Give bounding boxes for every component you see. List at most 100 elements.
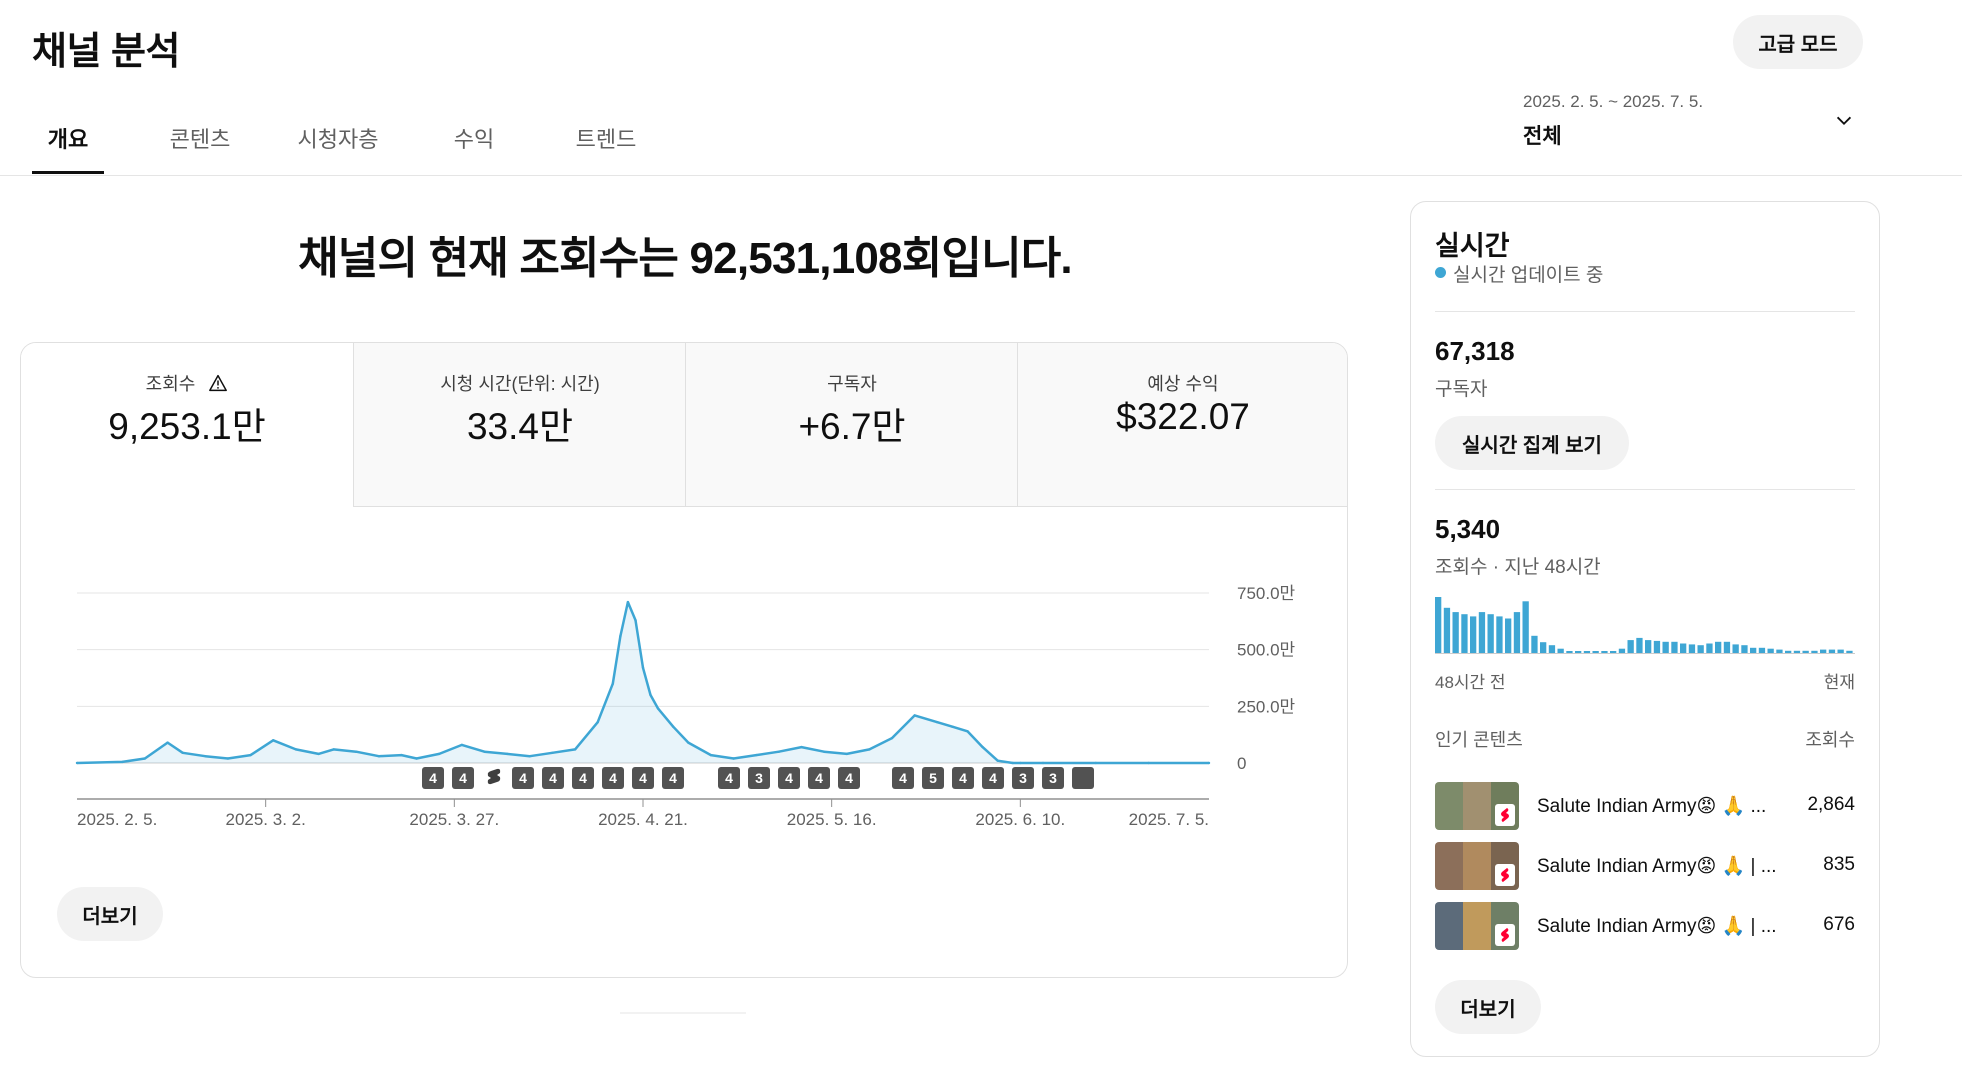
- hourly-bar: [1478, 612, 1486, 653]
- chevron-down-icon: [1836, 116, 1852, 126]
- hourly-bar: [1645, 640, 1652, 653]
- realtime-count-button[interactable]: 실시간 집계 보기: [1435, 416, 1629, 470]
- marker-box: [422, 767, 444, 789]
- metric-views[interactable]: 조회수 9,253.1만: [21, 343, 353, 507]
- tab-trends[interactable]: 트렌드: [566, 122, 646, 174]
- data-point: [438, 752, 441, 756]
- upload-marker[interactable]: 4: [982, 767, 1004, 789]
- channel-views-headline: 채널의 현재 조회수는 92,531,108회입니다.: [298, 234, 1073, 283]
- upload-marker[interactable]: 3: [748, 767, 770, 789]
- upload-marker[interactable]: 4: [808, 767, 830, 789]
- realtime-more-button[interactable]: 더보기: [1435, 980, 1541, 1034]
- tab-content[interactable]: 콘텐츠: [160, 122, 240, 174]
- realtime-hourly-chart[interactable]: [1435, 597, 1855, 667]
- marker-box: [512, 767, 534, 789]
- video-views: 835: [1823, 854, 1855, 875]
- tab-revenue[interactable]: 수익: [446, 122, 502, 174]
- data-point: [121, 760, 124, 764]
- hourly-bar: [1513, 612, 1521, 653]
- hourly-bar: [1566, 651, 1573, 653]
- upload-marker[interactable]: 4: [952, 767, 974, 789]
- data-point: [1041, 761, 1045, 765]
- upload-marker[interactable]: 4: [662, 767, 684, 789]
- y-tick-label: 750.0만: [1237, 584, 1296, 603]
- hourly-bar: [1820, 649, 1827, 653]
- hourly-bar: [1610, 651, 1617, 653]
- hourly-bar: [1802, 650, 1809, 653]
- marker-box: [632, 767, 654, 789]
- marker-box: [1012, 767, 1034, 789]
- metric-label-row: 조회수: [21, 370, 353, 396]
- data-point: [634, 619, 637, 622]
- hourly-bar: [1653, 640, 1661, 653]
- y-tick-label: 250.0만: [1237, 697, 1296, 716]
- advanced-mode-button[interactable]: 고급 모드: [1733, 15, 1863, 69]
- marker-box: [838, 767, 860, 789]
- hourly-bar: [1723, 641, 1731, 653]
- marker-box: [952, 767, 974, 789]
- hourly-bar: [1592, 651, 1599, 653]
- x-tick-label: 2025. 3. 27.: [409, 810, 499, 829]
- marker-count: 5: [929, 770, 937, 786]
- tab-label: 콘텐츠: [169, 127, 231, 152]
- upload-marker[interactable]: 4: [542, 767, 564, 789]
- realtime-views-label: 조회수 · 지난 48시간: [1435, 557, 1601, 578]
- hourly-bar: [1811, 650, 1818, 653]
- marker-count: 4: [579, 770, 587, 786]
- top-content-item[interactable]: Salute Indian Army😡 🙏 ... 2,864: [1435, 782, 1855, 830]
- marker-box: [572, 767, 594, 789]
- marker-box: [748, 767, 770, 789]
- data-point: [460, 743, 464, 747]
- marker-box: [922, 767, 944, 789]
- metric-subscribers[interactable]: 구독자 +6.7만: [685, 343, 1018, 507]
- metric-value: 9,253.1만: [108, 406, 266, 447]
- data-point: [249, 753, 252, 757]
- data-point: [672, 725, 675, 728]
- views-chart[interactable]: 750.0만 500.0만 250.0만 0 2025. 2. 5. 2025. 3. 2…: [57, 563, 1317, 853]
- data-point: [755, 753, 758, 757]
- upload-marker[interactable]: 4: [892, 767, 914, 789]
- upload-marker[interactable]: 4: [422, 767, 444, 789]
- hourly-bar: [1505, 618, 1512, 653]
- upload-marker[interactable]: 4: [718, 767, 740, 789]
- data-point: [377, 755, 381, 758]
- tab-audience[interactable]: 시청자층: [290, 122, 386, 174]
- hourly-bar: [1750, 647, 1757, 653]
- upload-marker[interactable]: [1072, 767, 1094, 789]
- shorts-icon[interactable]: [487, 768, 501, 785]
- upload-marker[interactable]: 5: [922, 767, 944, 789]
- data-point: [966, 730, 969, 733]
- top-content-item[interactable]: Salute Indian Army😡 🙏 | ... 676: [1435, 902, 1855, 950]
- upload-marker[interactable]: 4: [602, 767, 624, 789]
- upload-marker[interactable]: 4: [512, 767, 534, 789]
- upload-marker[interactable]: 4: [632, 767, 654, 789]
- marker-box: [662, 767, 684, 789]
- marker-count: 3: [1019, 770, 1027, 786]
- upload-marker[interactable]: 4: [778, 767, 800, 789]
- top-content-label: 인기 콘텐츠: [1435, 730, 1523, 750]
- x-tick-label: 2025. 7. 5.: [1129, 810, 1209, 829]
- top-content-item[interactable]: Salute Indian Army😡 🙏 | ... 835: [1435, 842, 1855, 890]
- date-range-picker[interactable]: 2025. 2. 5. ~ 2025. 7. 5. 전체: [1523, 92, 1863, 152]
- upload-marker[interactable]: 4: [838, 767, 860, 789]
- marker-count: 4: [609, 770, 617, 786]
- metric-revenue[interactable]: 예상 수익 $322.07: [1017, 343, 1347, 507]
- video-thumbnail: [1435, 782, 1519, 830]
- metric-watch-time[interactable]: 시청 시간(단위: 시간) 33.4만: [353, 343, 686, 507]
- tab-overview[interactable]: 개요: [32, 122, 104, 174]
- data-point: [822, 750, 826, 753]
- data-point: [890, 736, 894, 740]
- marker-box: [1072, 767, 1094, 789]
- video-views: 2,864: [1807, 794, 1855, 815]
- x-tick-label: 2025. 2. 5.: [77, 810, 157, 829]
- upload-marker[interactable]: 4: [572, 767, 594, 789]
- marker-count: 3: [755, 770, 763, 786]
- upload-marker[interactable]: 3: [1042, 767, 1064, 789]
- upload-marker[interactable]: 4: [452, 767, 474, 789]
- marker-box: [982, 767, 1004, 789]
- upload-marker[interactable]: 3: [1012, 767, 1034, 789]
- realtime-subscribers-value: 67,318: [1435, 336, 1515, 366]
- top-content-views-header: 조회수: [1805, 730, 1855, 750]
- more-button[interactable]: 더보기: [57, 887, 163, 941]
- data-point: [415, 757, 418, 760]
